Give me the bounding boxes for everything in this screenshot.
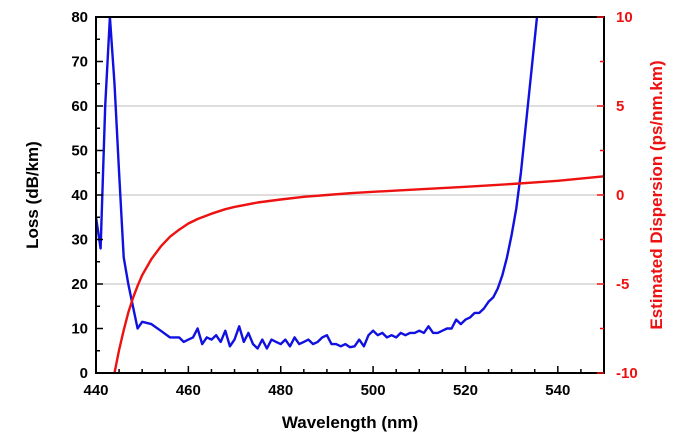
x-tick-label: 460 [176, 382, 201, 399]
y2-tick-label: -10 [616, 365, 638, 382]
y-tick-label: 0 [80, 365, 88, 382]
x-tick-label: 520 [453, 382, 478, 399]
plot-area [96, 17, 604, 373]
y2-axis-title: Estimated Dispersion (ps/nm.km) [647, 60, 666, 329]
y-tick-label: 60 [71, 98, 88, 115]
x-tick-label: 480 [268, 382, 293, 399]
x-tick-label: 540 [545, 382, 570, 399]
y2-tick-label: 10 [616, 9, 633, 26]
y-tick-label: 70 [71, 54, 88, 71]
x-tick-label: 500 [361, 382, 386, 399]
y-tick-label: 50 [71, 143, 88, 160]
x-axis-title: Wavelength (nm) [282, 413, 418, 432]
y2-tick-label: 0 [616, 187, 624, 204]
y2-tick-label: 5 [616, 98, 624, 115]
axis-ticks: 440 460 480 500 520 54001020304050607080-10-5… [71, 9, 637, 399]
y-tick-label: 30 [71, 232, 88, 249]
y-tick-label: 40 [71, 187, 88, 204]
y-axis-title: Loss (dB/km) [23, 141, 42, 249]
dispersion-series-line [113, 175, 604, 373]
loss-series-line [96, 17, 539, 350]
gridlines [96, 105, 604, 285]
y-tick-label: 10 [71, 321, 88, 338]
y-tick-label: 80 [71, 9, 88, 26]
x-tick-label: 440 [83, 382, 108, 399]
y2-tick-label: -5 [616, 276, 629, 293]
y-tick-label: 20 [71, 276, 88, 293]
